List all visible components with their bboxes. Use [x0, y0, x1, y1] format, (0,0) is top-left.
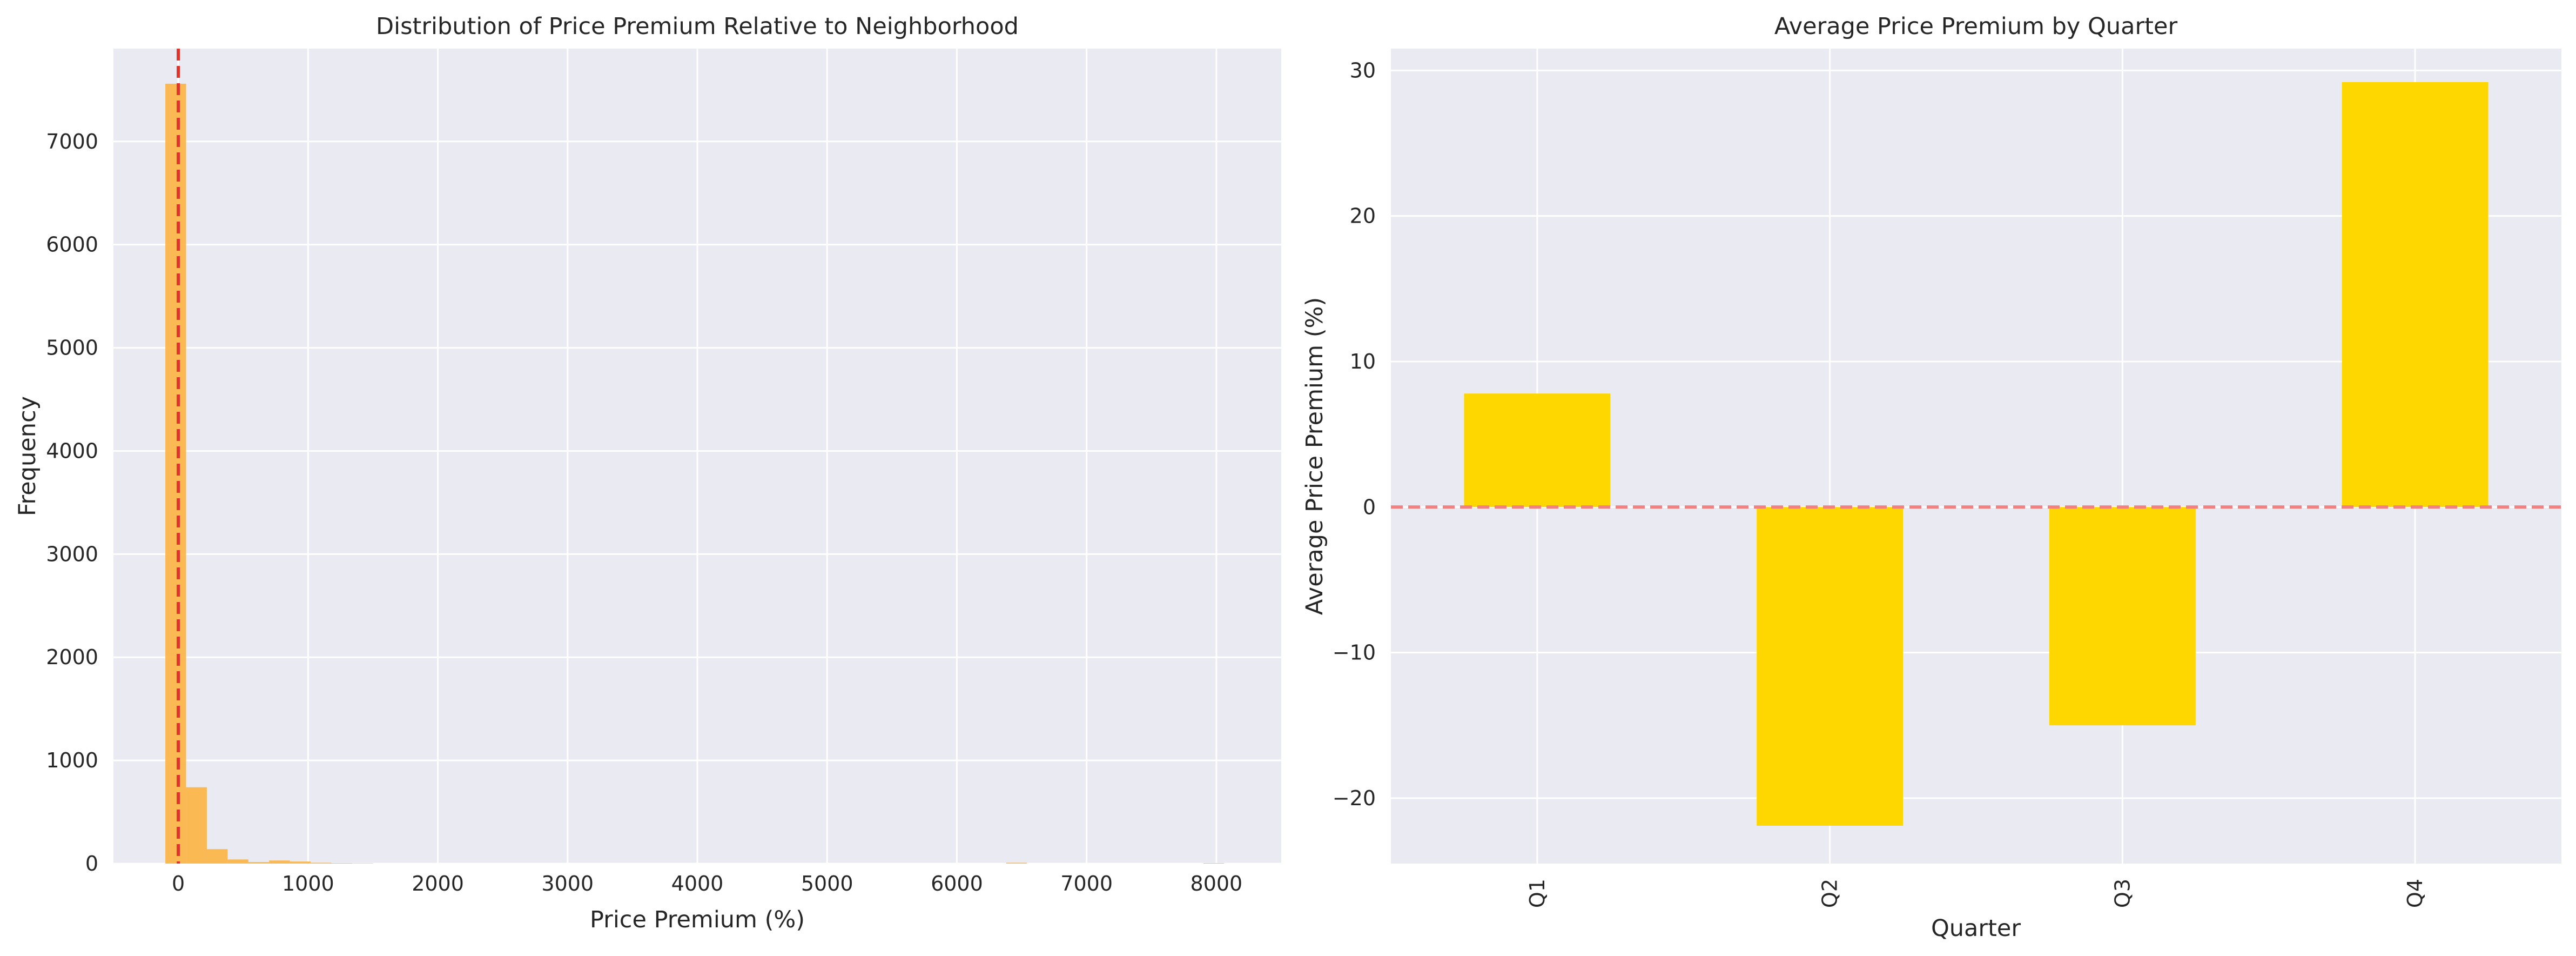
- y-tick-label: 30: [1350, 58, 1376, 82]
- histogram-bars: [165, 83, 1225, 864]
- quarter-bar-q1: [1464, 393, 1611, 507]
- x-tick-label: Q3: [2110, 879, 2134, 908]
- x-tick-label: 0: [172, 872, 185, 895]
- x-tick-label: 8000: [1191, 872, 1243, 895]
- x-tick-label: 3000: [541, 872, 594, 895]
- x-tick-label: 7000: [1060, 872, 1113, 895]
- histogram-bar: [206, 849, 228, 864]
- histogram-bar: [311, 863, 332, 864]
- histogram-bar: [290, 861, 311, 864]
- histogram-x-tick-labels: 0 1000 2000 3000 4000 5000 6000 7000 8000: [172, 872, 1242, 895]
- x-tick-label: 2000: [412, 872, 464, 895]
- histogram-y-tick-labels: 0 1000 2000 3000 4000 5000 6000 7000: [46, 130, 98, 875]
- x-tick-label: 5000: [801, 872, 853, 895]
- histogram-panel: 0 1000 2000 3000 4000 5000 6000 7000 8000 0 1000 2…: [14, 13, 1281, 933]
- x-tick-label: Q4: [2403, 879, 2427, 908]
- quarterly-y-tick-labels: −20 −10 0 10 20 30: [1333, 58, 1376, 810]
- histogram-bar: [269, 860, 290, 864]
- quarterly-x-axis-label: Quarter: [1931, 915, 2021, 942]
- y-tick-label: 0: [1363, 495, 1376, 519]
- y-tick-label: 0: [85, 852, 98, 875]
- y-tick-label: 3000: [46, 542, 98, 566]
- y-tick-label: 5000: [46, 336, 98, 360]
- histogram-bar: [186, 787, 207, 864]
- y-tick-label: 4000: [46, 439, 98, 463]
- histogram-bar: [331, 863, 353, 864]
- quarterly-bar-panel: Q1 Q2 Q3 Q4 −20 −10 0 10 20 30 Average Price Pre…: [1301, 13, 2561, 942]
- x-tick-label: 4000: [671, 872, 724, 895]
- histogram-bar: [1203, 863, 1225, 864]
- y-tick-label: 20: [1350, 204, 1376, 228]
- histogram-bar: [248, 862, 270, 864]
- x-tick-label: Q1: [1525, 879, 1549, 908]
- x-tick-label: 1000: [282, 872, 334, 895]
- histogram-bar: [165, 83, 186, 864]
- histogram-bar: [1006, 863, 1027, 864]
- quarterly-x-tick-labels: Q1 Q2 Q3 Q4: [1525, 879, 2427, 908]
- quarter-bar-q4: [2342, 82, 2488, 507]
- y-tick-label: 1000: [46, 748, 98, 772]
- histogram-bar: [227, 859, 248, 864]
- histogram-title: Distribution of Price Premium Relative t…: [376, 13, 1019, 40]
- quarterly-title: Average Price Premium by Quarter: [1774, 13, 2178, 40]
- y-tick-label: 2000: [46, 645, 98, 669]
- quarterly-bars: [1464, 82, 2488, 826]
- quarterly-y-axis-label: Average Price Premium (%): [1301, 297, 1328, 615]
- histogram-gridlines: [113, 49, 1281, 865]
- x-tick-label: Q2: [1818, 879, 1842, 908]
- y-tick-label: 7000: [46, 130, 98, 153]
- histogram-bar: [352, 863, 373, 864]
- y-tick-label: −10: [1333, 641, 1376, 665]
- y-tick-label: −20: [1333, 786, 1376, 810]
- x-tick-label: 6000: [931, 872, 983, 895]
- quarter-bar-q3: [2049, 507, 2196, 726]
- y-tick-label: 6000: [46, 233, 98, 257]
- histogram-y-axis-label: Frequency: [14, 396, 41, 516]
- histogram-x-axis-label: Price Premium (%): [590, 906, 805, 933]
- quarter-bar-q2: [1757, 507, 1904, 826]
- y-tick-label: 10: [1350, 350, 1376, 373]
